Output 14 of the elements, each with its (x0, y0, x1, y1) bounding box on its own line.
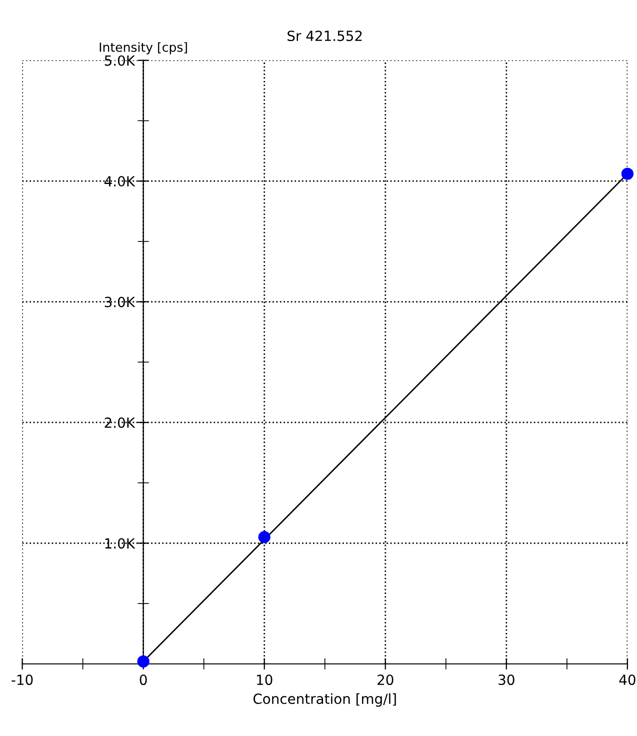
y-tick-label: 1.0K (105, 538, 136, 549)
x-tick-label: 10 (257, 674, 272, 686)
y-tick-label: 5.0K (104, 55, 136, 66)
y-tick-label: 2.0K (104, 417, 136, 428)
x-axis-title: Concentration [mg/l] (253, 693, 396, 707)
y-tick-label: 3.0K (104, 296, 136, 308)
y-tick-label: 4.0K (104, 176, 136, 187)
chart-title: Sr 421.552 (288, 30, 362, 42)
x-tick-label: 30 (498, 674, 514, 686)
y-axis-title: Intensity [cps] (100, 42, 187, 54)
x-tick-label: 40 (619, 674, 636, 686)
x-tick-label: -10 (12, 674, 33, 686)
x-tick-label: 20 (378, 674, 394, 686)
x-tick-label: 0 (140, 674, 147, 686)
